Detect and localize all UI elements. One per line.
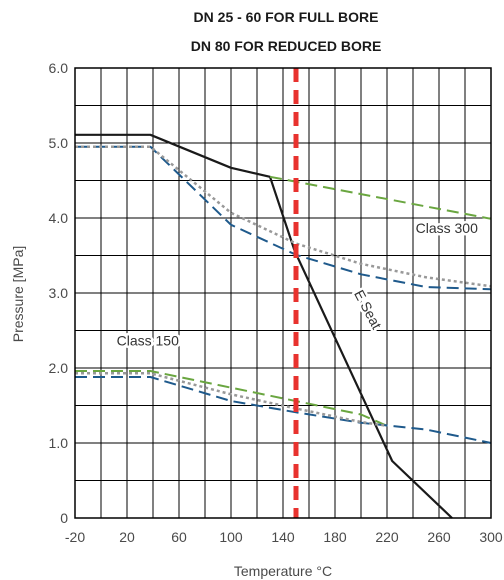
x-tick-label: 300 — [479, 529, 503, 545]
annotation-halo: Class 300 — [416, 220, 478, 236]
x-tick-label: 140 — [271, 529, 295, 545]
plot-border — [74, 67, 492, 519]
x-tick-label: 20 — [119, 529, 135, 545]
annotation-label: E Seat — [351, 287, 385, 332]
x-axis-label: Temperature °C — [234, 563, 332, 579]
x-tick-label: 180 — [323, 529, 347, 545]
chart-title-line-2: DN 80 FOR REDUCED BORE — [191, 38, 382, 54]
plot-frame — [74, 67, 492, 519]
series-line-e-seat — [75, 133, 453, 519]
y-tick-label: 5.0 — [49, 135, 69, 151]
annotation-halo: Class 150 — [117, 333, 179, 349]
y-tick-label: 1.0 — [49, 435, 69, 451]
series-line-4 — [75, 145, 492, 288]
series-line-2 — [269, 175, 492, 220]
y-tick-label: 0 — [60, 510, 68, 526]
y-tick-labels: 0 1.0 2.0 3.0 4.0 5.0 6.0 — [49, 60, 69, 526]
series-line-6 — [75, 376, 492, 444]
chart-title-line-1: DN 25 - 60 FOR FULL BORE — [194, 9, 379, 25]
y-tick-label: 6.0 — [49, 60, 69, 76]
x-tick-labels: -20 20 60 100 140 180 220 260 300 — [65, 529, 503, 545]
x-tick-label: 60 — [171, 529, 187, 545]
annotation-label: Class 300 — [416, 220, 478, 236]
x-tick-label: 100 — [219, 529, 243, 545]
annotation-label: Class 150 — [117, 333, 179, 349]
y-axis-label: Pressure [MPa] — [10, 246, 26, 342]
y-tick-label: 4.0 — [49, 210, 69, 226]
x-tick-label: -20 — [65, 529, 85, 545]
y-tick-label: 2.0 — [49, 360, 69, 376]
x-tick-label: 220 — [375, 529, 399, 545]
series-line-7 — [75, 372, 388, 428]
y-tick-label: 3.0 — [49, 285, 69, 301]
series-line-5 — [75, 370, 388, 427]
x-tick-label: 260 — [427, 529, 451, 545]
